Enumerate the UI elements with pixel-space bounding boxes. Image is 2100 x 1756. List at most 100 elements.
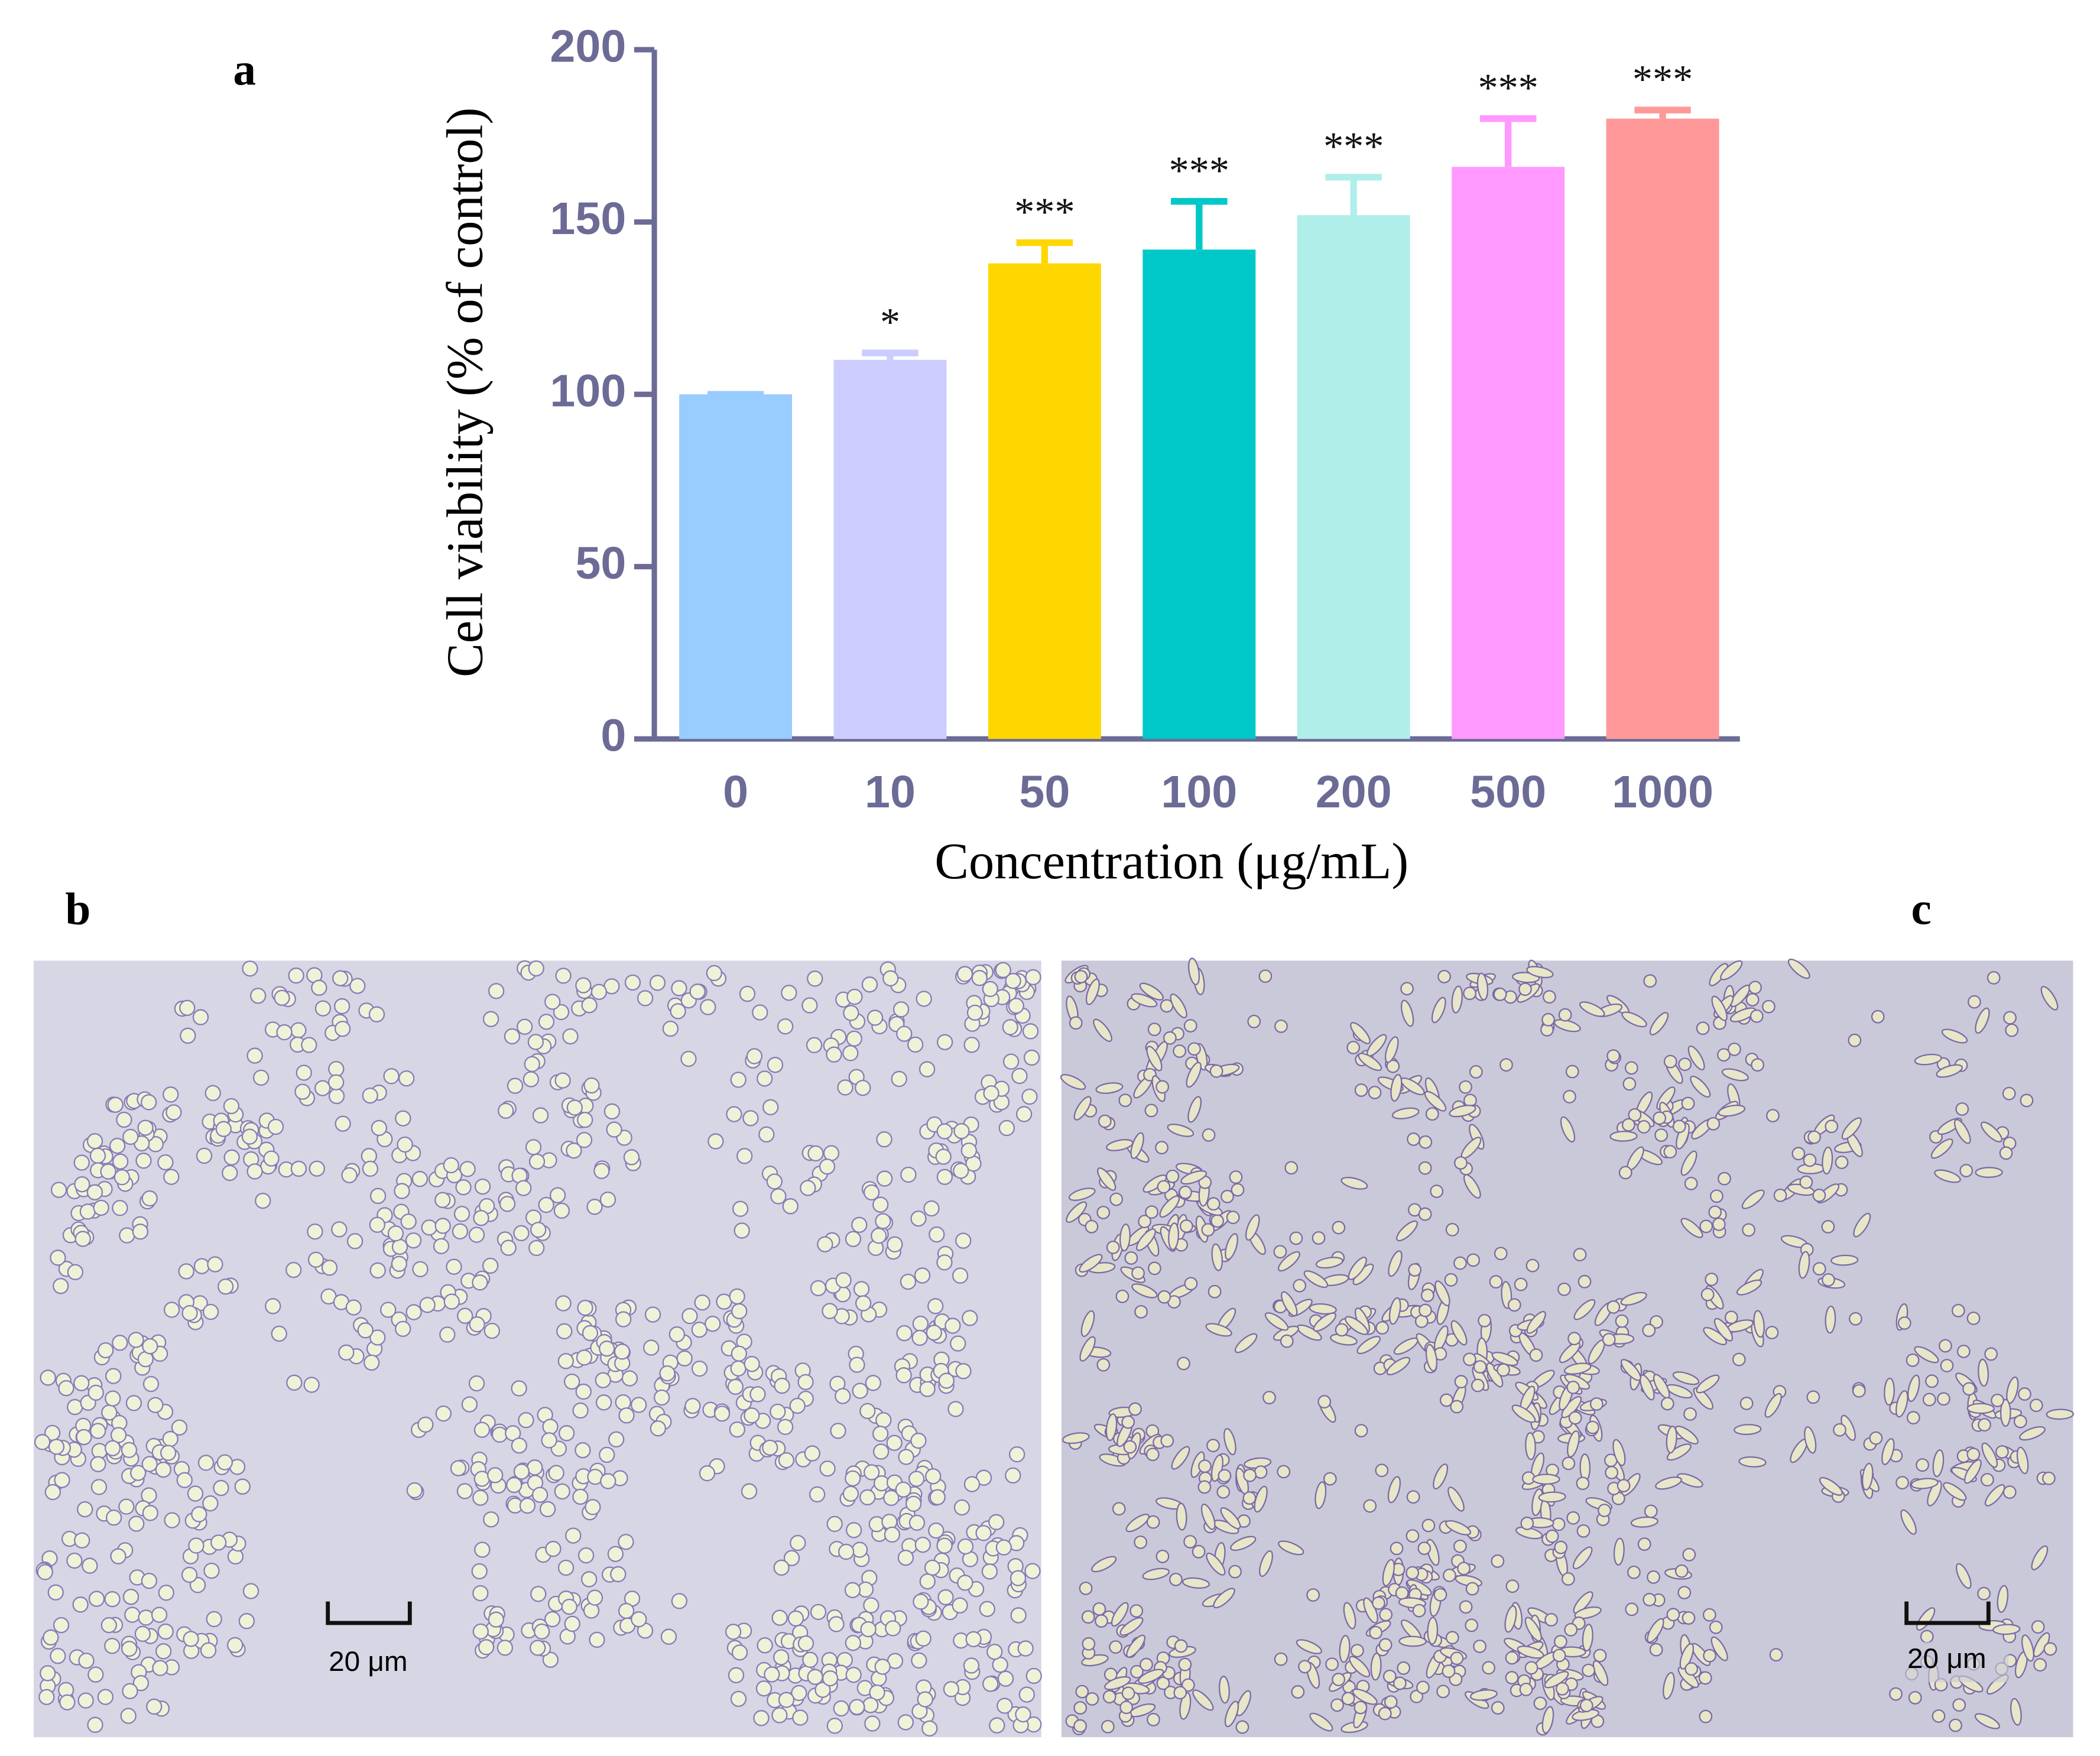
cell [1941,1028,1968,1044]
cell [1910,1478,1939,1489]
cell [205,1085,221,1102]
cell [496,1640,514,1656]
cell [1473,1640,1486,1653]
cell [1277,1465,1291,1479]
cell [488,983,505,999]
cell [525,1139,542,1155]
cell [118,1498,135,1515]
cell [461,1396,478,1413]
cell [1721,1068,1749,1082]
cell [478,1639,495,1656]
cell [1627,1565,1641,1579]
cell [1418,1207,1432,1221]
cell [822,1670,839,1687]
cell [1798,1251,1810,1279]
cell [593,1163,610,1179]
cell [1002,1019,1018,1036]
cell [301,1037,317,1053]
cell [1952,1698,1966,1712]
cell [1112,1502,1126,1516]
cell [1096,1358,1111,1372]
cell [207,1256,223,1273]
cell [1140,1657,1153,1671]
cell [2002,1485,2017,1499]
cell [897,1714,914,1731]
cell [1419,1303,1432,1317]
cell [1445,1631,1459,1645]
cell [1216,1485,1231,1499]
cell [771,1707,788,1723]
cell [732,1200,749,1217]
cell [314,1000,332,1017]
cell [90,1423,106,1439]
cell [845,1667,862,1683]
cell [1169,1572,1183,1586]
cell [600,1473,616,1489]
cell [274,989,290,1006]
cell [1192,1689,1214,1711]
cell [1315,1257,1343,1269]
cell [947,1401,964,1417]
cell [222,1164,238,1182]
cell [1416,1680,1430,1695]
cell [624,974,641,991]
cell [2000,1398,2011,1427]
cell [557,1559,575,1576]
cell [1507,1298,1521,1312]
cell [713,1406,731,1422]
cell [334,998,350,1015]
cell [152,1660,168,1676]
cell [1572,1546,1593,1570]
cell [1949,1718,1962,1732]
cell [1835,1155,1849,1169]
cell [1700,1287,1715,1301]
cell [1450,1320,1468,1346]
cell [105,1390,121,1407]
cell [925,1468,942,1485]
cell [541,1432,557,1449]
cell [1384,1036,1399,1063]
cell [876,1131,892,1148]
cell [729,1288,745,1305]
cell [1400,982,1414,996]
cell [1753,1310,1765,1338]
cell [895,1367,912,1384]
cell [917,1691,933,1708]
cell [1705,1273,1719,1286]
cell [1895,1390,1908,1418]
cell [1489,1275,1503,1289]
cell [911,1652,927,1669]
cell [835,1388,851,1404]
cell [1074,970,1088,984]
cell [1391,1107,1420,1119]
cell [1375,1321,1390,1335]
cell [1576,1524,1591,1538]
cell [1644,1504,1658,1518]
cell [637,990,654,1007]
cell [1620,1359,1641,1381]
cell [553,1004,570,1021]
cell [1352,1688,1378,1705]
cell [76,1429,92,1446]
cell [135,1153,152,1169]
cell [1900,1509,1917,1535]
cell [897,1549,914,1566]
cell [908,1471,925,1487]
cell [936,1123,953,1140]
cell [1450,1651,1464,1666]
cell [814,1682,831,1698]
cell [1400,999,1414,1027]
cell [1676,1122,1690,1150]
cell [110,1548,126,1565]
cell [887,1236,903,1253]
cell [873,1443,890,1460]
cell [1384,1695,1398,1709]
cell [1463,1352,1476,1367]
cell [357,1322,374,1339]
cell [1476,972,1489,1001]
cell [782,1198,799,1215]
cell [1907,1374,1920,1402]
cell [1469,1065,1483,1079]
cell [54,1472,70,1488]
micrograph [1060,957,2074,1738]
